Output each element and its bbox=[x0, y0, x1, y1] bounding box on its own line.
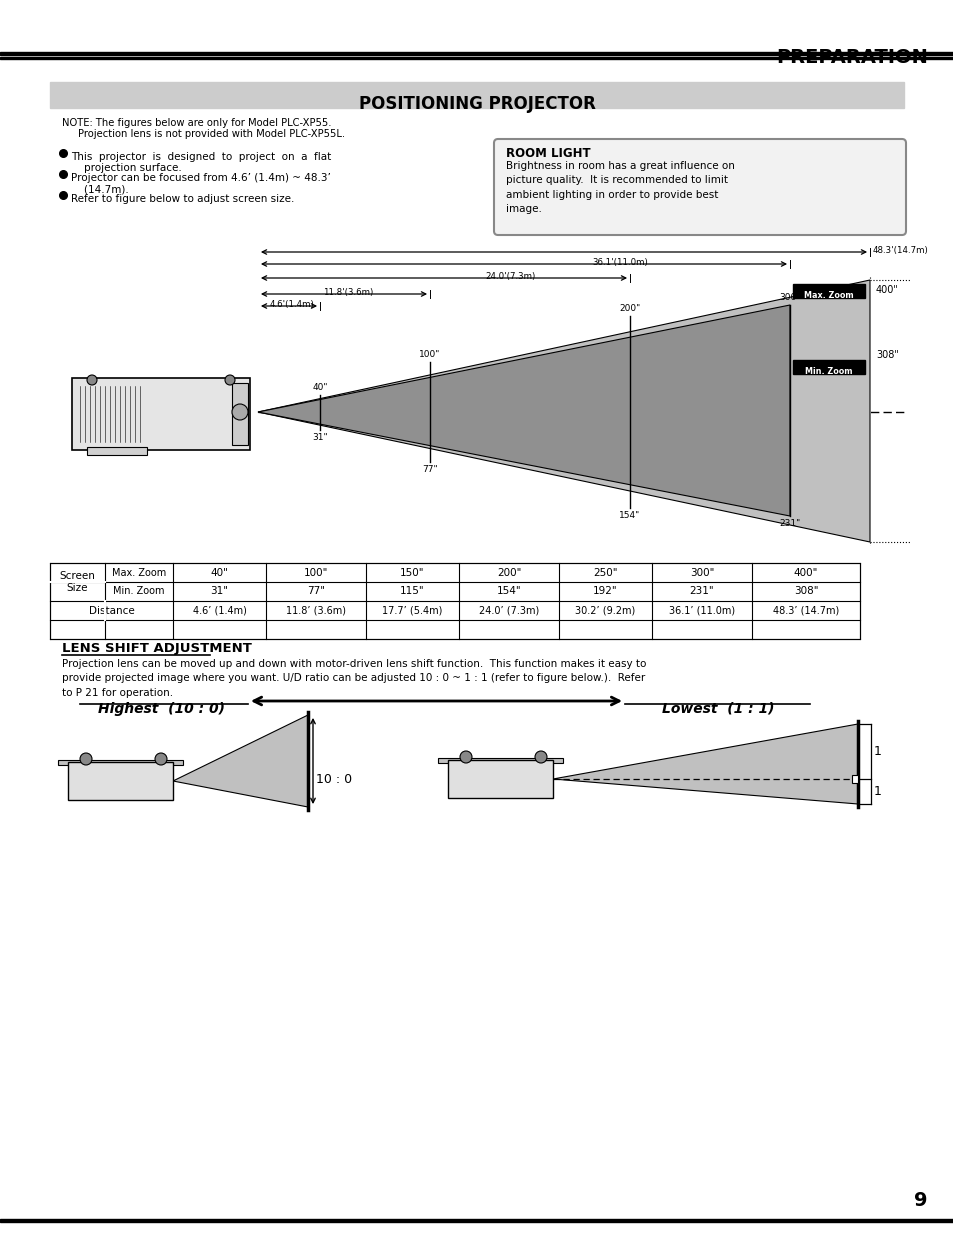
Text: 30.2’ (9.2m): 30.2’ (9.2m) bbox=[575, 605, 635, 615]
Text: 40": 40" bbox=[211, 568, 228, 578]
Bar bbox=[50, 82, 903, 107]
Text: 77": 77" bbox=[307, 587, 325, 597]
Text: Min. Zoom: Min. Zoom bbox=[804, 367, 852, 375]
Text: 250": 250" bbox=[593, 568, 618, 578]
Text: (14.7m).: (14.7m). bbox=[71, 184, 129, 194]
Bar bbox=[71, 378, 250, 450]
Text: ROOM LIGHT: ROOM LIGHT bbox=[505, 147, 590, 161]
Text: 308": 308" bbox=[793, 587, 818, 597]
Text: 17.7’ (5.4m): 17.7’ (5.4m) bbox=[382, 605, 442, 615]
Text: Lowest  (1 : 1): Lowest (1 : 1) bbox=[661, 701, 774, 716]
Text: projection surface.: projection surface. bbox=[71, 163, 182, 173]
Text: 10 : 0: 10 : 0 bbox=[315, 773, 352, 785]
Text: Screen
Size: Screen Size bbox=[59, 571, 95, 593]
Bar bbox=[792, 359, 864, 374]
Text: 200": 200" bbox=[497, 568, 520, 578]
Bar bbox=[87, 447, 147, 454]
Bar bbox=[0, 1219, 953, 1221]
Bar bbox=[851, 776, 857, 783]
Text: 48.3'(14.7m): 48.3'(14.7m) bbox=[872, 247, 928, 256]
Circle shape bbox=[535, 751, 546, 763]
Text: Brightness in room has a great influence on
picture quality.  It is recommended : Brightness in room has a great influence… bbox=[505, 161, 734, 214]
Text: 77": 77" bbox=[422, 466, 437, 474]
Bar bbox=[437, 758, 562, 763]
Circle shape bbox=[459, 751, 472, 763]
FancyBboxPatch shape bbox=[494, 140, 905, 235]
Text: NOTE: The figures below are only for Model PLC-XP55.: NOTE: The figures below are only for Mod… bbox=[62, 119, 331, 128]
Text: Refer to figure below to adjust screen size.: Refer to figure below to adjust screen s… bbox=[71, 194, 294, 204]
Circle shape bbox=[225, 375, 234, 385]
Text: 154": 154" bbox=[497, 587, 520, 597]
Text: 24.0’ (7.3m): 24.0’ (7.3m) bbox=[478, 605, 538, 615]
Text: 231": 231" bbox=[689, 587, 714, 597]
Text: 192": 192" bbox=[593, 587, 618, 597]
Text: LENS SHIFT ADJUSTMENT: LENS SHIFT ADJUSTMENT bbox=[62, 642, 252, 655]
Text: 11.8'(3.6m): 11.8'(3.6m) bbox=[322, 288, 373, 296]
Text: 1: 1 bbox=[873, 745, 881, 758]
Bar bbox=[232, 383, 248, 445]
Text: 400": 400" bbox=[875, 285, 898, 295]
Text: 154": 154" bbox=[618, 511, 640, 520]
Bar bbox=[68, 762, 172, 800]
Text: PREPARATION: PREPARATION bbox=[776, 48, 927, 67]
Bar bbox=[50, 82, 903, 107]
Text: 200": 200" bbox=[618, 304, 640, 312]
Text: 11.8’ (3.6m): 11.8’ (3.6m) bbox=[286, 605, 346, 615]
Text: Highest  (10 : 0): Highest (10 : 0) bbox=[98, 701, 225, 716]
Text: 100": 100" bbox=[303, 568, 328, 578]
Text: 115": 115" bbox=[399, 587, 424, 597]
Polygon shape bbox=[172, 715, 308, 806]
Polygon shape bbox=[257, 280, 869, 542]
Bar bbox=[58, 760, 183, 764]
Bar bbox=[448, 760, 553, 798]
Text: 48.3’ (14.7m): 48.3’ (14.7m) bbox=[772, 605, 839, 615]
Bar bbox=[0, 57, 953, 59]
Text: Max. Zoom: Max. Zoom bbox=[112, 568, 166, 578]
Text: Min. Zoom: Min. Zoom bbox=[113, 587, 165, 597]
Text: Projector can be focused from 4.6’ (1.4m) ~ 48.3’: Projector can be focused from 4.6’ (1.4m… bbox=[71, 173, 331, 183]
Text: Max. Zoom: Max. Zoom bbox=[803, 291, 853, 300]
Text: 36.1'(11.0m): 36.1'(11.0m) bbox=[592, 258, 647, 267]
Text: Projection lens can be moved up and down with motor-driven lens shift function. : Projection lens can be moved up and down… bbox=[62, 659, 646, 698]
Polygon shape bbox=[553, 724, 857, 804]
Bar bbox=[50, 563, 859, 638]
Text: 100": 100" bbox=[419, 350, 440, 359]
Text: POSITIONING PROJECTOR: POSITIONING PROJECTOR bbox=[358, 95, 595, 112]
Text: 40": 40" bbox=[312, 383, 328, 391]
Circle shape bbox=[232, 404, 248, 420]
Text: 31": 31" bbox=[312, 433, 328, 442]
Text: 4.6'(1.4m): 4.6'(1.4m) bbox=[270, 300, 314, 309]
Polygon shape bbox=[257, 305, 789, 516]
Bar bbox=[0, 52, 953, 56]
Bar bbox=[792, 284, 864, 298]
Text: 9: 9 bbox=[914, 1191, 927, 1210]
Text: 31": 31" bbox=[211, 587, 229, 597]
Text: 1: 1 bbox=[873, 785, 881, 798]
Text: Distance: Distance bbox=[89, 605, 134, 615]
Text: 400": 400" bbox=[793, 568, 818, 578]
Text: This  projector  is  designed  to  project  on  a  flat: This projector is designed to project on… bbox=[71, 152, 331, 162]
Text: 36.1’ (11.0m): 36.1’ (11.0m) bbox=[668, 605, 735, 615]
Text: 308": 308" bbox=[875, 350, 898, 359]
Text: 300": 300" bbox=[779, 293, 800, 303]
Text: 4.6’ (1.4m): 4.6’ (1.4m) bbox=[193, 605, 246, 615]
Text: 300": 300" bbox=[689, 568, 714, 578]
Circle shape bbox=[87, 375, 97, 385]
Text: 150": 150" bbox=[400, 568, 424, 578]
Text: Projection lens is not provided with Model PLC-XP55L.: Projection lens is not provided with Mod… bbox=[78, 128, 345, 140]
Text: 24.0'(7.3m): 24.0'(7.3m) bbox=[484, 272, 535, 280]
Circle shape bbox=[80, 753, 91, 764]
Text: 231": 231" bbox=[779, 519, 800, 529]
Circle shape bbox=[154, 753, 167, 764]
